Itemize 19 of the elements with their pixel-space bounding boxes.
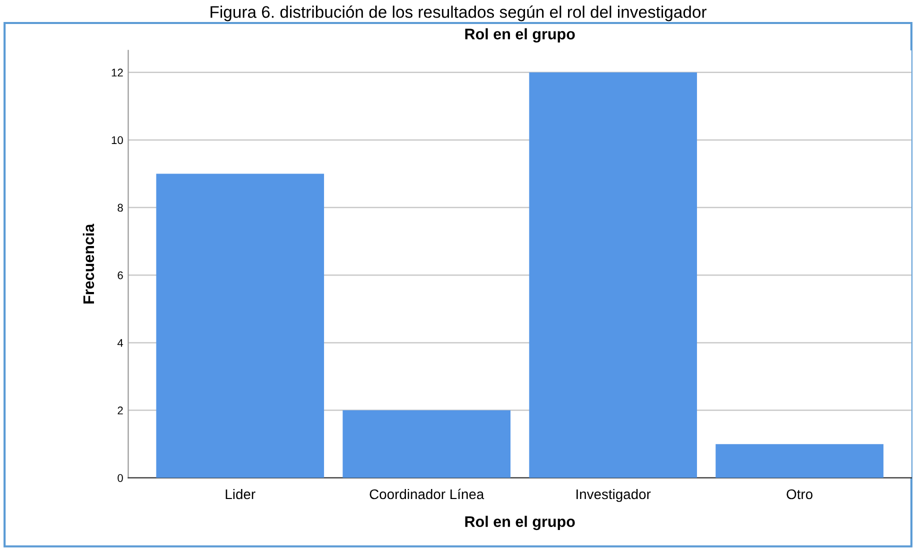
y-tick-label: 0 — [118, 474, 123, 482]
x-tick-label: Investigador — [576, 488, 651, 502]
y-tick-label: 6 — [118, 271, 123, 280]
y-tick-label: 2 — [118, 406, 123, 414]
x-tick-label: Coordinador Línea — [370, 488, 484, 500]
bar — [529, 72, 697, 478]
x-tick-label: Otro — [786, 489, 812, 500]
x-tick-label: Lider — [226, 488, 256, 500]
y-tick-label: 4 — [117, 339, 124, 347]
bar — [342, 410, 511, 478]
chart-title: Rol en el grupo — [465, 28, 575, 43]
text: Figura 6. distribución de los resultados según el rol del investigador — [210, 5, 706, 22]
x-axis-title: Rol en el grupo — [465, 516, 575, 530]
y-axis-title: Frecuencia — [82, 224, 94, 304]
y-tick-label: 8 — [118, 204, 123, 212]
y-tick-label: 12 — [112, 68, 123, 76]
y-tick-label: 10 — [112, 136, 123, 144]
bar — [156, 174, 324, 478]
bar — [716, 444, 884, 478]
